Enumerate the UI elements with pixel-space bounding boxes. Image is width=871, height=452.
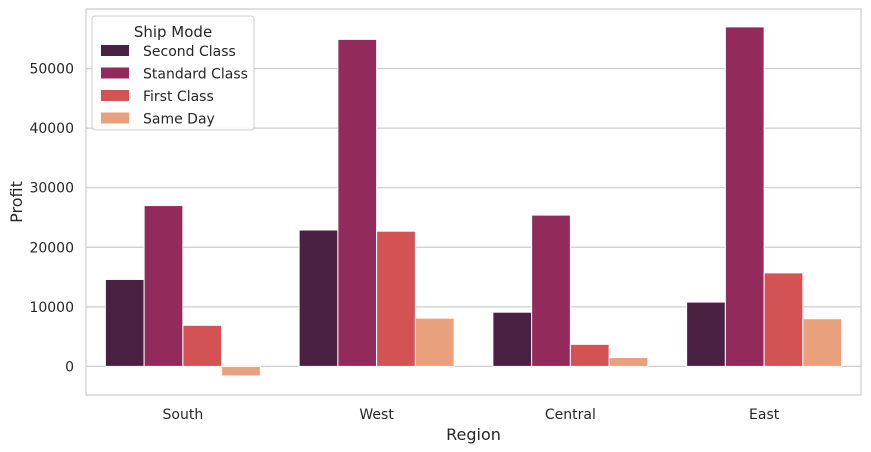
bar-second-class-east: [686, 301, 726, 367]
bar-first-class-central: [569, 343, 610, 367]
y-tick-label: 0: [65, 359, 74, 375]
y-axis-ticks: 0 10000 20000 30000 40000 50000: [29, 62, 74, 376]
legend-swatch: [101, 112, 129, 124]
x-tick-label: South: [163, 407, 204, 423]
legend-label: Same Day: [143, 112, 215, 128]
x-tick-label: West: [359, 407, 394, 423]
legend-label: First Class: [143, 89, 214, 105]
legend-title: Ship Mode: [134, 23, 212, 41]
x-tick-label: Central: [545, 407, 596, 423]
legend-swatch: [101, 67, 129, 79]
legend-items: Second Class Standard Class First Class Sam…: [101, 44, 248, 128]
legend-swatch: [101, 45, 129, 56]
x-axis-ticks: South West Central East: [163, 407, 780, 423]
bar-second-class-south: [104, 278, 145, 367]
bar-same-day-south: [221, 365, 261, 377]
bar-first-class-east: [763, 272, 804, 367]
bar-standard-class-south: [143, 205, 184, 367]
bar-first-class-south: [182, 324, 223, 367]
y-tick-label: 10000: [29, 300, 74, 316]
legend: Ship Mode Second Class Standard Class Firs…: [91, 15, 255, 131]
x-tick-label: East: [749, 407, 780, 423]
y-tick-label: 30000: [29, 181, 74, 197]
bar-second-class-central: [492, 311, 533, 367]
y-tick-label: 40000: [29, 121, 74, 137]
legend-swatch: [101, 90, 129, 101]
bar-second-class-west: [298, 229, 339, 367]
y-tick-label: 50000: [29, 62, 74, 78]
y-tick-label: 20000: [29, 240, 74, 256]
bar-standard-class-east: [724, 26, 765, 367]
bars: [104, 26, 843, 377]
y-axis-title: Profit: [7, 181, 26, 223]
legend-label: Standard Class: [143, 67, 248, 83]
bar-standard-class-west: [337, 38, 378, 367]
bar-same-day-east: [802, 318, 843, 367]
legend-label: Second Class: [143, 44, 236, 60]
bar-standard-class-central: [531, 214, 571, 367]
legend-box: [91, 15, 255, 131]
bar-first-class-west: [376, 230, 416, 367]
x-axis-title: Region: [446, 425, 501, 444]
bar-same-day-west: [414, 317, 455, 367]
bar-same-day-central: [608, 356, 649, 367]
